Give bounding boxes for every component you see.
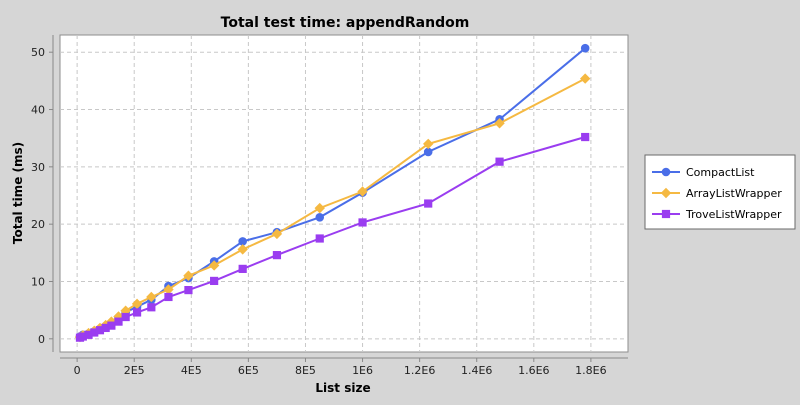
x-tick-label: 1.6E6 xyxy=(518,364,549,377)
series-trovelistwrapper xyxy=(75,132,590,342)
data-point-trovelistwrapper xyxy=(358,218,367,227)
x-tick-label: 1.2E6 xyxy=(404,364,435,377)
data-point-arraylistwrapper xyxy=(314,202,325,214)
data-point-trovelistwrapper xyxy=(238,264,247,273)
data-point-trovelistwrapper xyxy=(495,157,504,166)
data-point-arraylistwrapper xyxy=(271,228,283,240)
legend-swatch-marker xyxy=(661,167,671,177)
legend-label: TroveListWrapper xyxy=(685,208,782,221)
chart-title: Total test time: appendRandom xyxy=(221,15,470,31)
data-point-arraylistwrapper xyxy=(579,73,591,84)
y-tick-label: 40 xyxy=(31,104,45,117)
x-tick-label: 4E5 xyxy=(181,364,202,377)
y-tick-label: 20 xyxy=(31,218,45,231)
data-point-arraylistwrapper xyxy=(208,260,220,271)
data-point-trovelistwrapper xyxy=(210,276,219,286)
data-point-trovelistwrapper xyxy=(147,303,156,312)
legend-item-trovelistwrapper: TroveListWrapper xyxy=(652,208,782,221)
legend-label: ArrayListWrapper xyxy=(686,187,782,200)
data-point-arraylistwrapper xyxy=(183,270,194,281)
data-point-compactlist xyxy=(580,43,590,53)
legend-item-compactlist: CompactList xyxy=(652,166,755,179)
legend-label: CompactList xyxy=(686,166,755,179)
data-point-trovelistwrapper xyxy=(272,251,282,260)
data-point-trovelistwrapper xyxy=(114,317,123,326)
legend-item-arraylistwrapper: ArrayListWrapper xyxy=(652,187,782,200)
data-point-trovelistwrapper xyxy=(424,199,433,208)
data-point-trovelistwrapper xyxy=(184,285,193,295)
x-tick-label: 1.4E6 xyxy=(461,364,492,377)
x-axis-label: List size xyxy=(315,381,370,395)
axes-layer: 0 2E5 4E5 6E5 8E5 1E6 1.2E6 1.4E6 1.6E6 1.8E6 0 10 2… xyxy=(31,35,628,377)
legend-swatch-marker xyxy=(660,187,672,199)
y-tick-label: 0 xyxy=(38,333,45,346)
data-point-compactlist xyxy=(315,212,325,222)
data-point-trovelistwrapper xyxy=(132,308,142,317)
data-point-trovelistwrapper xyxy=(315,234,324,243)
legend-swatch-marker xyxy=(661,209,671,219)
legend: CompactList ArrayListWrapper TroveListWrap… xyxy=(644,154,796,230)
x-tick-label: 0 xyxy=(74,364,81,377)
data-point-trovelistwrapper xyxy=(121,312,130,322)
data-point-trovelistwrapper xyxy=(107,321,116,330)
x-tick-label: 1.8E6 xyxy=(575,364,606,377)
data-point-compactlist xyxy=(423,147,433,157)
x-tick-label: 6E5 xyxy=(238,364,259,377)
data-point-trovelistwrapper xyxy=(581,132,590,142)
y-tick-label: 50 xyxy=(31,46,45,59)
y-axis-label: Total time (ms) xyxy=(11,142,25,244)
legend-items: CompactList ArrayListWrapper TroveListWrap… xyxy=(652,166,782,221)
x-tick-label: 8E5 xyxy=(295,364,316,377)
x-tick-label: 2E5 xyxy=(124,364,145,377)
data-point-arraylistwrapper xyxy=(422,138,434,150)
y-tick-label: 10 xyxy=(31,275,45,288)
data-point-trovelistwrapper xyxy=(164,292,173,302)
y-tick-label: 30 xyxy=(31,161,45,174)
data-point-arraylistwrapper xyxy=(494,118,505,129)
data-point-arraylistwrapper xyxy=(146,291,157,303)
data-point-arraylistwrapper xyxy=(357,186,368,197)
data-point-arraylistwrapper xyxy=(237,244,248,255)
x-tick-label: 1E6 xyxy=(352,364,373,377)
grid-layer xyxy=(60,35,628,352)
data-point-compactlist xyxy=(238,237,247,246)
series-layer xyxy=(74,43,591,343)
